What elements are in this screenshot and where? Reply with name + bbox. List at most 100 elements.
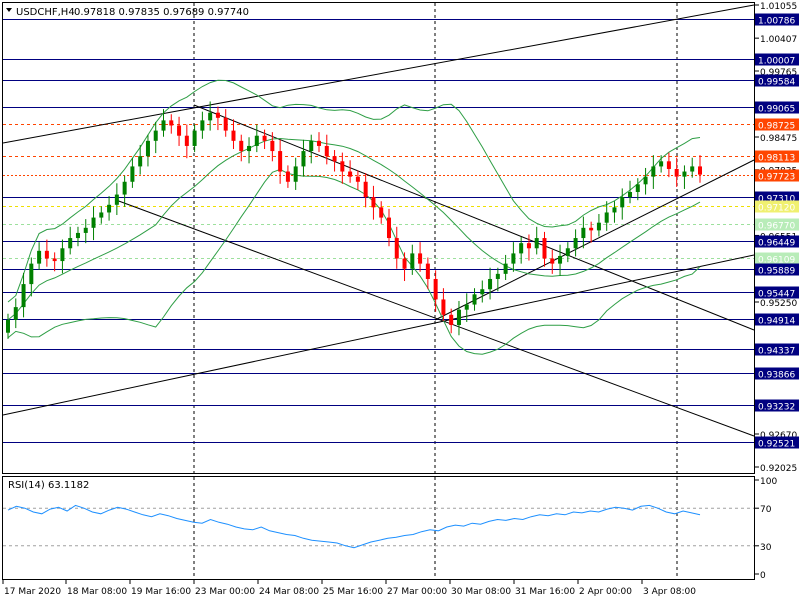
bull-candle[interactable] (6, 319, 10, 333)
bull-candle[interactable] (21, 284, 26, 308)
bear-candle[interactable] (177, 125, 182, 136)
symbol-dropdown-icon[interactable] (6, 8, 12, 12)
bull-candle[interactable] (659, 161, 664, 167)
bull-candle[interactable] (495, 273, 500, 279)
bear-candle[interactable] (317, 140, 322, 146)
bear-candle[interactable] (542, 238, 547, 259)
bull-candle[interactable] (410, 253, 415, 269)
bear-candle[interactable] (285, 171, 290, 182)
bull-candle[interactable] (690, 166, 695, 172)
bear-candle[interactable] (262, 135, 267, 141)
bull-candle[interactable] (620, 197, 625, 208)
bull-candle[interactable] (604, 212, 609, 223)
bear-candle[interactable] (169, 120, 174, 126)
bull-candle[interactable] (635, 184, 640, 192)
bull-candle[interactable] (91, 217, 96, 228)
trend-line[interactable] (115, 199, 755, 437)
bear-candle[interactable] (363, 181, 368, 198)
bull-candle[interactable] (456, 309, 461, 326)
bear-candle[interactable] (44, 250, 49, 259)
bull-candle[interactable] (208, 112, 213, 121)
bull-candle[interactable] (573, 238, 578, 249)
bull-candle[interactable] (503, 263, 508, 274)
bear-candle[interactable] (348, 171, 353, 177)
bear-candle[interactable] (52, 258, 57, 262)
bear-candle[interactable] (550, 258, 555, 264)
bull-candle[interactable] (153, 130, 158, 141)
bear-candle[interactable] (340, 161, 345, 172)
bear-candle[interactable] (425, 263, 430, 279)
bear-candle[interactable] (379, 207, 384, 218)
bull-candle[interactable] (309, 140, 314, 152)
bull-candle[interactable] (558, 255, 563, 264)
bull-candle[interactable] (682, 171, 687, 177)
bear-candle[interactable] (698, 166, 702, 175)
bull-candle[interactable] (13, 307, 18, 320)
bull-candle[interactable] (643, 176, 648, 185)
bear-candle[interactable] (433, 278, 438, 300)
bear-candle[interactable] (324, 145, 329, 157)
bull-candle[interactable] (464, 304, 469, 310)
bear-candle[interactable] (278, 151, 283, 172)
bear-candle[interactable] (371, 197, 376, 208)
bull-candle[interactable] (254, 135, 259, 146)
bear-candle[interactable] (386, 217, 391, 239)
bull-candle[interactable] (130, 166, 135, 182)
bull-candle[interactable] (519, 243, 524, 254)
bear-candle[interactable] (223, 117, 228, 131)
trend-line[interactable] (434, 159, 755, 321)
bear-candle[interactable] (215, 112, 220, 118)
bull-candle[interactable] (83, 227, 88, 233)
bull-candle[interactable] (107, 204, 112, 213)
bull-candle[interactable] (534, 238, 539, 249)
bull-candle[interactable] (138, 156, 143, 167)
trend-line[interactable] (2, 4, 755, 144)
bear-candle[interactable] (526, 243, 531, 249)
bear-candle[interactable] (394, 238, 399, 259)
bull-candle[interactable] (565, 248, 570, 256)
bull-candle[interactable] (247, 145, 252, 152)
bear-candle[interactable] (270, 140, 275, 152)
bull-candle[interactable] (122, 181, 127, 195)
trend-line[interactable] (2, 254, 755, 416)
bear-candle[interactable] (449, 314, 454, 326)
bull-candle[interactable] (192, 130, 197, 146)
bull-candle[interactable] (200, 120, 205, 131)
bear-candle[interactable] (332, 156, 337, 162)
bear-candle[interactable] (418, 253, 423, 264)
bear-candle[interactable] (355, 176, 360, 182)
trend-line[interactable] (193, 104, 755, 331)
rsi-panel-frame[interactable] (2, 476, 755, 580)
bear-candle[interactable] (589, 227, 594, 231)
bear-candle[interactable] (184, 135, 189, 146)
bull-candle[interactable] (581, 227, 586, 239)
bear-candle[interactable] (231, 130, 236, 141)
bull-candle[interactable] (480, 289, 485, 295)
bull-candle[interactable] (612, 207, 617, 213)
bull-candle[interactable] (472, 294, 477, 305)
bull-candle[interactable] (145, 140, 150, 157)
bear-candle[interactable] (402, 258, 407, 269)
bear-candle[interactable] (674, 168, 679, 177)
bull-candle[interactable] (29, 263, 34, 285)
bull-candle[interactable] (37, 250, 42, 264)
bull-candle[interactable] (596, 222, 601, 231)
bear-candle[interactable] (441, 299, 446, 315)
bull-candle[interactable] (293, 166, 298, 182)
bull-candle[interactable] (511, 253, 516, 264)
bull-candle[interactable] (75, 232, 80, 239)
bull-candle[interactable] (628, 192, 633, 198)
bull-candle[interactable] (301, 151, 306, 167)
bull-candle[interactable] (651, 166, 656, 177)
bull-candle[interactable] (68, 238, 73, 249)
main-chart-frame[interactable] (2, 2, 755, 474)
bull-candle[interactable] (488, 278, 493, 290)
bull-candle[interactable] (60, 248, 65, 262)
bear-candle[interactable] (666, 161, 671, 169)
bull-candle[interactable] (114, 194, 119, 205)
bull-candle[interactable] (161, 120, 166, 131)
bear-candle[interactable] (239, 140, 244, 152)
time-tick-label: 3 Apr 08:00 (643, 587, 696, 597)
bull-candle[interactable] (99, 212, 104, 218)
